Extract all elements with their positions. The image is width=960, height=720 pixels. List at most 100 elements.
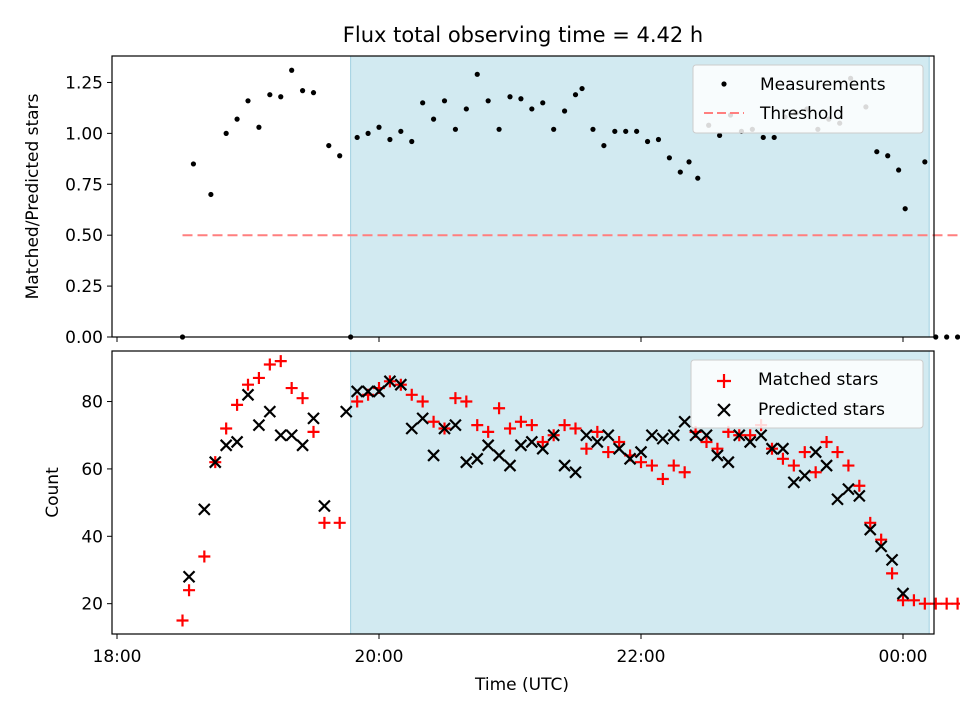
predicted-star-point — [798, 469, 812, 482]
matched-star-point — [405, 388, 418, 401]
predicted-star-point — [765, 442, 779, 455]
predicted-star-point — [252, 418, 266, 432]
measurement-point — [409, 138, 415, 145]
measurement-point — [223, 130, 229, 136]
measurement-point — [310, 90, 317, 96]
measurement-point — [299, 88, 306, 94]
matched-star-point — [296, 392, 309, 405]
measurement-point — [623, 128, 629, 134]
predicted-star-point — [580, 428, 593, 442]
matched-star-point — [242, 378, 254, 391]
legend-matched-stars: Matched stars — [758, 370, 878, 390]
predicted-star-point — [743, 435, 757, 449]
predicted-star-point — [634, 445, 648, 459]
predicted-star-point — [896, 587, 910, 600]
legend-predicted-stars: Predicted stars — [758, 400, 885, 420]
top-x-ticks — [116, 337, 904, 342]
matched-star-point — [700, 435, 713, 448]
matched-star-point — [842, 459, 855, 472]
measurement-point — [463, 106, 469, 112]
measurement-point — [337, 153, 343, 159]
matched-star-point — [645, 459, 658, 472]
predicted-star-point — [470, 452, 484, 466]
predicted-star-point — [853, 489, 866, 503]
predicted-star-point — [601, 428, 615, 442]
measurement-point — [666, 155, 672, 161]
matched-star-point — [514, 415, 527, 428]
predicted-star-point — [656, 432, 670, 445]
measurement-legend-marker — [721, 81, 727, 87]
predicted-star-point — [711, 449, 724, 462]
chart-title: Flux total observing time = 4.42 h — [343, 23, 703, 47]
measurement-point — [518, 96, 524, 102]
measurement-point — [452, 126, 459, 132]
matched-star-point — [918, 597, 931, 610]
matched-star-point — [416, 395, 429, 408]
x-tick-label: 20:00 — [355, 647, 404, 667]
measurement-point — [234, 116, 240, 122]
measurement-point — [572, 92, 579, 98]
y-tick-label: 40 — [81, 527, 103, 547]
predicted-star-point — [481, 439, 495, 452]
matched-star-point — [333, 516, 346, 529]
predicted-star-point — [503, 459, 517, 472]
x-axis-label: Time (UTC) — [474, 675, 569, 695]
measurement-point — [190, 161, 197, 167]
legend-measurements: Measurements — [760, 75, 886, 95]
measurement-point — [644, 138, 651, 145]
predicted-star-point — [383, 375, 397, 388]
matched-star-point — [525, 419, 538, 432]
y-tick-label: 80 — [81, 393, 103, 413]
predicted-star-point — [722, 455, 735, 469]
matched-star-point — [427, 415, 440, 428]
y-tick-label: 60 — [81, 460, 103, 480]
matched-star-point — [504, 422, 516, 435]
matched-star-point — [493, 402, 506, 415]
predicted-star-point — [591, 435, 604, 449]
measurement-point — [579, 85, 585, 92]
y-tick-label: 1.00 — [65, 124, 103, 144]
predicted-star-point — [525, 435, 539, 449]
matched-star-point — [318, 516, 331, 529]
predicted-star-point — [732, 428, 746, 442]
measurement-point — [398, 128, 404, 134]
measurement-point — [717, 132, 723, 139]
measurement-point — [278, 94, 284, 100]
predicted-star-point — [754, 428, 768, 442]
matched-star-point — [875, 533, 888, 546]
predicted-star-point — [460, 455, 473, 469]
matched-star-point — [263, 358, 276, 371]
matched-star-point — [787, 459, 800, 472]
predicted-star-point — [863, 523, 877, 536]
predicted-star-point — [514, 439, 528, 452]
measurement-point — [354, 134, 360, 141]
predicted-star-point — [547, 428, 560, 442]
matched-star-point — [569, 422, 582, 435]
matched-star-point — [678, 466, 691, 479]
predicted-star-point — [569, 466, 582, 479]
measurement-point — [245, 98, 251, 104]
matched-star-point — [798, 446, 811, 459]
measurement-point — [612, 128, 618, 134]
predicted-star-point — [700, 428, 713, 442]
y-tick-label: 0.50 — [65, 226, 103, 246]
matched-star-point — [853, 479, 866, 492]
predicted-star-point — [645, 428, 659, 442]
measurement-point — [485, 98, 491, 104]
measurement-point — [874, 149, 880, 155]
measurement-point — [474, 71, 480, 77]
x-tick-label: 18:00 — [93, 647, 142, 667]
top-y-axis: 0.00 0.25 0.50 0.75 1.00 1.25 — [65, 73, 112, 348]
measurement-point — [677, 169, 683, 175]
predicted-star-point — [182, 570, 196, 584]
matched-star-point — [558, 419, 571, 432]
top-panel: 0.00 0.25 0.50 0.75 1.00 1.25 Matched/Predict… — [23, 55, 960, 348]
bottom-legend-box — [690, 359, 924, 429]
measurement-point — [507, 94, 513, 100]
measurement-point — [902, 206, 908, 212]
predicted-star-point — [831, 492, 844, 506]
measurement-point — [365, 130, 371, 136]
measurement-point — [634, 128, 640, 134]
bottom-y-axis-label: Count — [43, 467, 63, 518]
